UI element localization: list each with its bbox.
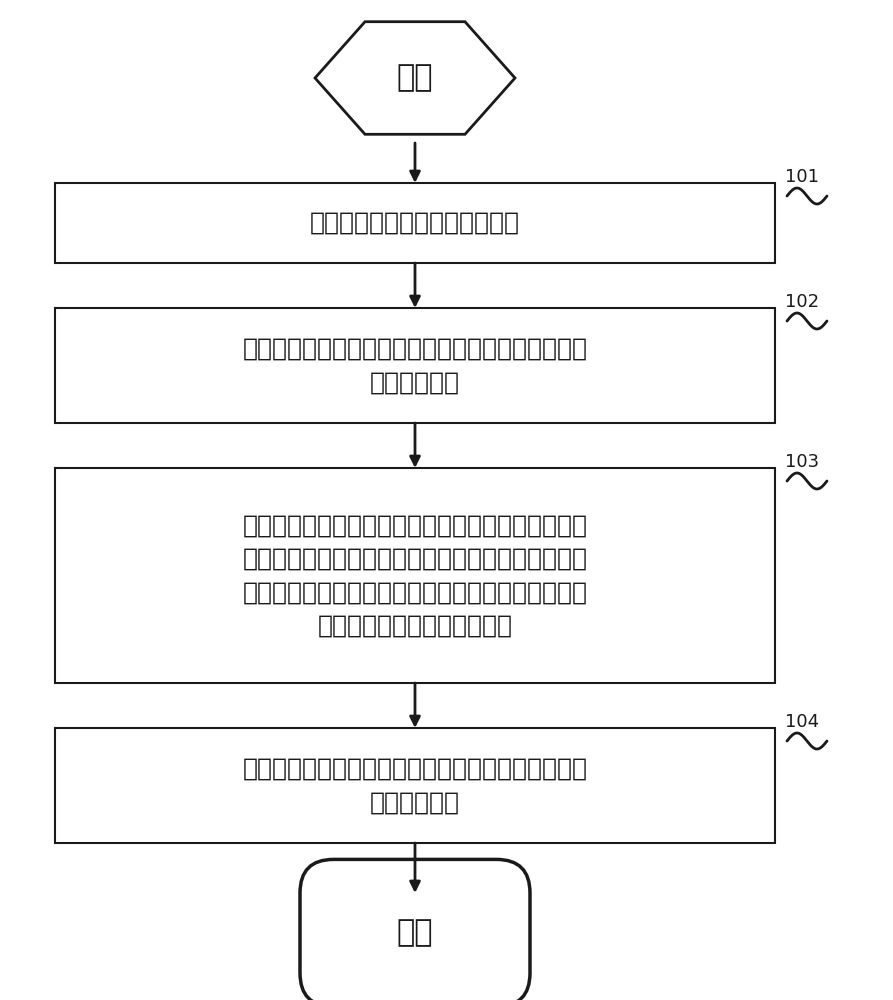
Text: 102: 102 [785,293,819,311]
Text: 104: 104 [785,713,819,731]
Text: 103: 103 [785,453,819,471]
Bar [55,308,775,423]
Bar [55,468,775,683]
Text: 结束: 结束 [396,918,433,948]
Text: 接收所述充电云端根据历史充电数据返回的与所述环
境参数对应的目标充电参数，所述目标充电参数是指
所述历史充电数据中，与当前充电环境的环境参数对
应的充电时间最短: 接收所述充电云端根据历史充电数据返回的与所述环 境参数对应的目标充电参数，所述目… [243,513,588,638]
Polygon shape [315,22,515,134]
Bar [55,728,775,843]
FancyBboxPatch shape [300,859,530,1000]
Text: 101: 101 [785,168,819,186]
Text: 根据所述目标充电参数，利用所述充电器对所述移动
终端进行充电: 根据所述目标充电参数，利用所述充电器对所述移动 终端进行充电 [243,757,588,814]
Text: 移动终端与充电器建立充电连接: 移动终端与充电器建立充电连接 [310,211,520,235]
Text: 获取当前充电环境的环境参数，并将所述环境参数上
传到充电云端: 获取当前充电环境的环境参数，并将所述环境参数上 传到充电云端 [243,337,588,394]
Text: 开始: 开始 [396,64,433,93]
Bar [55,183,775,263]
